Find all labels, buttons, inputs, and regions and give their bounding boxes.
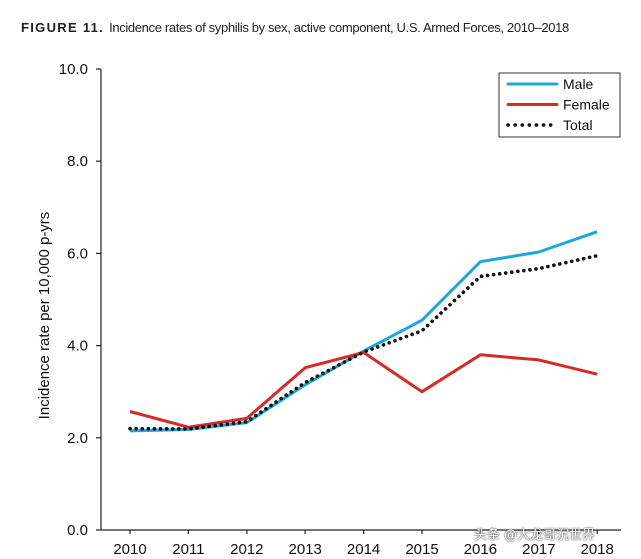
x-tick-label: 2016 xyxy=(464,541,497,558)
x-tick-label: 2013 xyxy=(289,541,322,558)
y-tick-label: 10.0 xyxy=(59,61,88,78)
y-tick-label: 6.0 xyxy=(67,245,88,262)
y-tick-label: 0.0 xyxy=(67,522,88,539)
series-line-total xyxy=(128,253,600,431)
chart-legend: Male Female Total xyxy=(498,72,621,138)
legend-label-total: Total xyxy=(563,117,593,133)
x-tick-label: 2014 xyxy=(347,541,380,558)
x-tick-label: 2018 xyxy=(581,541,614,558)
y-tick-label: 2.0 xyxy=(67,430,88,447)
y-tick-label: 8.0 xyxy=(67,153,88,170)
series-line-male xyxy=(129,230,598,433)
legend-label-male: Male xyxy=(563,76,594,92)
y-tick-label: 4.0 xyxy=(67,338,88,355)
chart-series xyxy=(128,230,600,433)
chart-ticks: 0.0 2.0 4.0 6.0 8.0 10.0 2010 2011 2012 2013 2014 2… xyxy=(59,61,614,558)
figure-title: FIGURE 11. Incidence rates of syphilis by… xyxy=(21,20,569,35)
x-tick-label: 2015 xyxy=(405,541,438,558)
x-tick-label: 2011 xyxy=(172,541,204,558)
legend-label-female: Female xyxy=(563,97,610,113)
x-tick-label: 2017 xyxy=(522,541,555,558)
figure-label: FIGURE 11. xyxy=(21,20,105,35)
x-tick-label: 2012 xyxy=(230,541,263,558)
figure-title-text: Incidence rates of syphilis by sex, acti… xyxy=(109,20,569,35)
series-line-female xyxy=(129,351,598,429)
chart-axes: Incidence rate per 10,000 p-yrs xyxy=(36,69,621,531)
x-tick-label: 2010 xyxy=(113,541,146,558)
watermark-text: 头条 @大龙哥沉世界 xyxy=(474,528,596,543)
y-axis-title: Incidence rate per 10,000 p-yrs xyxy=(36,212,53,420)
